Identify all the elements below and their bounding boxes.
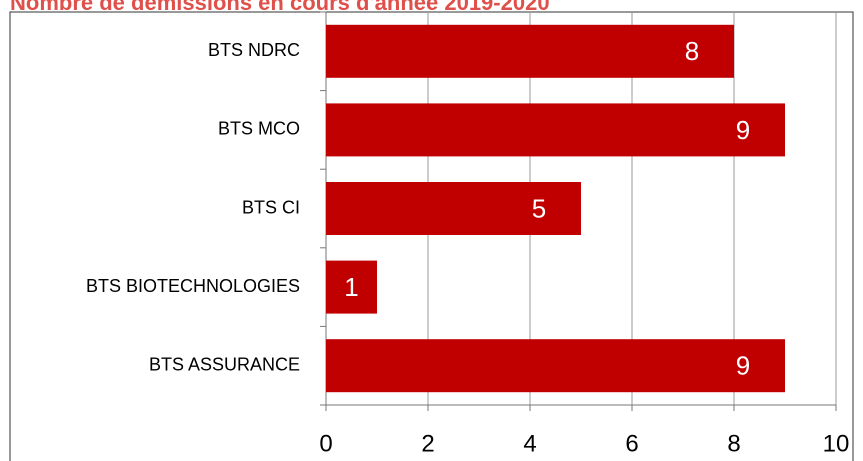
bar [326,339,785,393]
data-label: 9 [736,351,750,381]
x-tick-label: 10 [823,430,850,457]
y-tick-label: BTS BIOTECHNOLOGIES [86,276,300,296]
data-label: 8 [685,36,699,66]
bar [326,182,581,235]
data-label: 1 [344,272,358,302]
y-tick-label: BTS NDRC [208,40,300,60]
chart-title: Nombre de démissions en cours d'année 20… [10,0,550,15]
x-tick-label: 0 [319,430,332,457]
x-tick-label: 6 [625,430,638,457]
y-tick-label: BTS CI [242,197,300,217]
bar [326,24,734,78]
bar [326,260,377,314]
x-tick-label: 4 [523,430,536,457]
x-tick-label: 8 [727,430,740,457]
bar [326,103,785,157]
y-tick-label: BTS ASSURANCE [149,354,300,374]
chart-frame [9,11,854,461]
y-tick-label: BTS MCO [218,119,300,139]
data-label: 9 [736,115,750,145]
data-label: 5 [532,193,546,223]
x-tick-label: 2 [421,430,434,457]
